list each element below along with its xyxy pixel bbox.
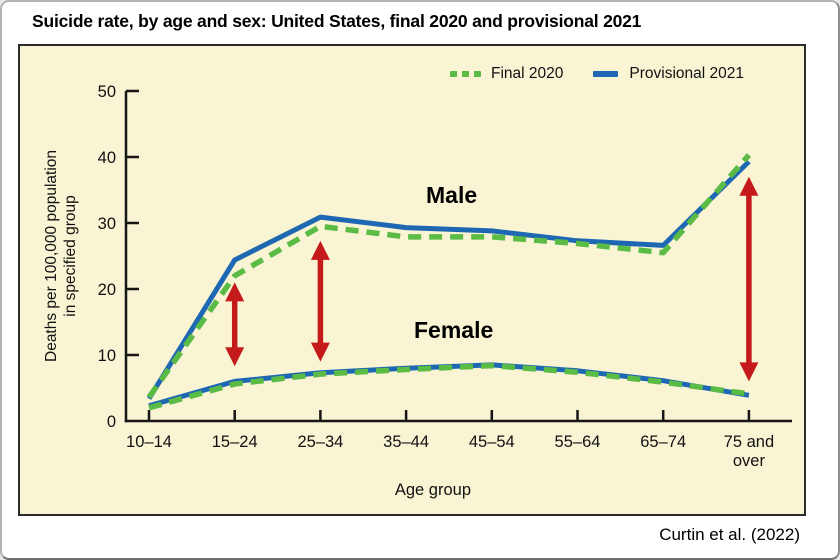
y-tick-label: 10 <box>98 347 116 365</box>
page-title: Suicide rate, by age and sex: United Sta… <box>32 11 642 31</box>
x-tick-label: 65–74 <box>640 433 686 451</box>
legend-label-final-2020: Final 2020 <box>491 65 564 82</box>
chart-canvas: 0 10 20 30 40 50 10–14 15–24 25–34 35–44 45–54 55–6… <box>43 83 792 499</box>
gap-arrow-head-down <box>739 362 759 382</box>
y-tick-label: 40 <box>98 149 116 167</box>
series-line-male-provisional-2021 <box>146 159 751 400</box>
legend-label-provisional-2021: Provisional 2021 <box>629 65 744 82</box>
source-citation: Curtin et al. (2022) <box>659 525 800 544</box>
chart-legend: Final 2020 Provisional 2021 <box>450 64 744 84</box>
x-axis-title: Age group <box>395 481 471 499</box>
x-tick-label: 75 and <box>724 433 774 451</box>
gap-arrow-head-up <box>225 282 245 302</box>
x-tick-label: 10–14 <box>126 433 172 451</box>
y-tick-label: 50 <box>98 83 116 101</box>
x-tick-label: 35–44 <box>383 433 429 451</box>
y-axis-title: Deaths per 100,000 population in specifie… <box>43 150 79 362</box>
final-2020-dashed-swatch <box>450 71 481 77</box>
y-tick-label: 0 <box>107 413 116 431</box>
gap-arrow-head-up <box>310 240 330 260</box>
series-line-male-final-2020 <box>146 153 751 399</box>
gap-arrow-head-up <box>739 176 759 196</box>
x-tick-label: 55–64 <box>555 433 601 451</box>
y-tick-label: 30 <box>98 215 116 233</box>
x-tick-label: over <box>733 452 766 470</box>
chart-panel: 0 10 20 30 40 50 10–14 15–24 25–34 35–44 45–54 55–6… <box>18 44 806 516</box>
series-line-female-final-2020 <box>148 362 750 411</box>
x-tick-label: 15–24 <box>212 433 258 451</box>
x-tick-label: 45–54 <box>469 433 515 451</box>
provisional-2021-solid-swatch <box>593 71 619 77</box>
gap-arrow-head-down <box>310 342 330 362</box>
gap-arrow-head-down <box>225 347 245 367</box>
female-series-label: Female <box>414 317 494 343</box>
x-tick-label: 25–34 <box>297 433 343 451</box>
male-series-label: Male <box>426 182 478 208</box>
y-tick-label: 20 <box>98 281 116 299</box>
